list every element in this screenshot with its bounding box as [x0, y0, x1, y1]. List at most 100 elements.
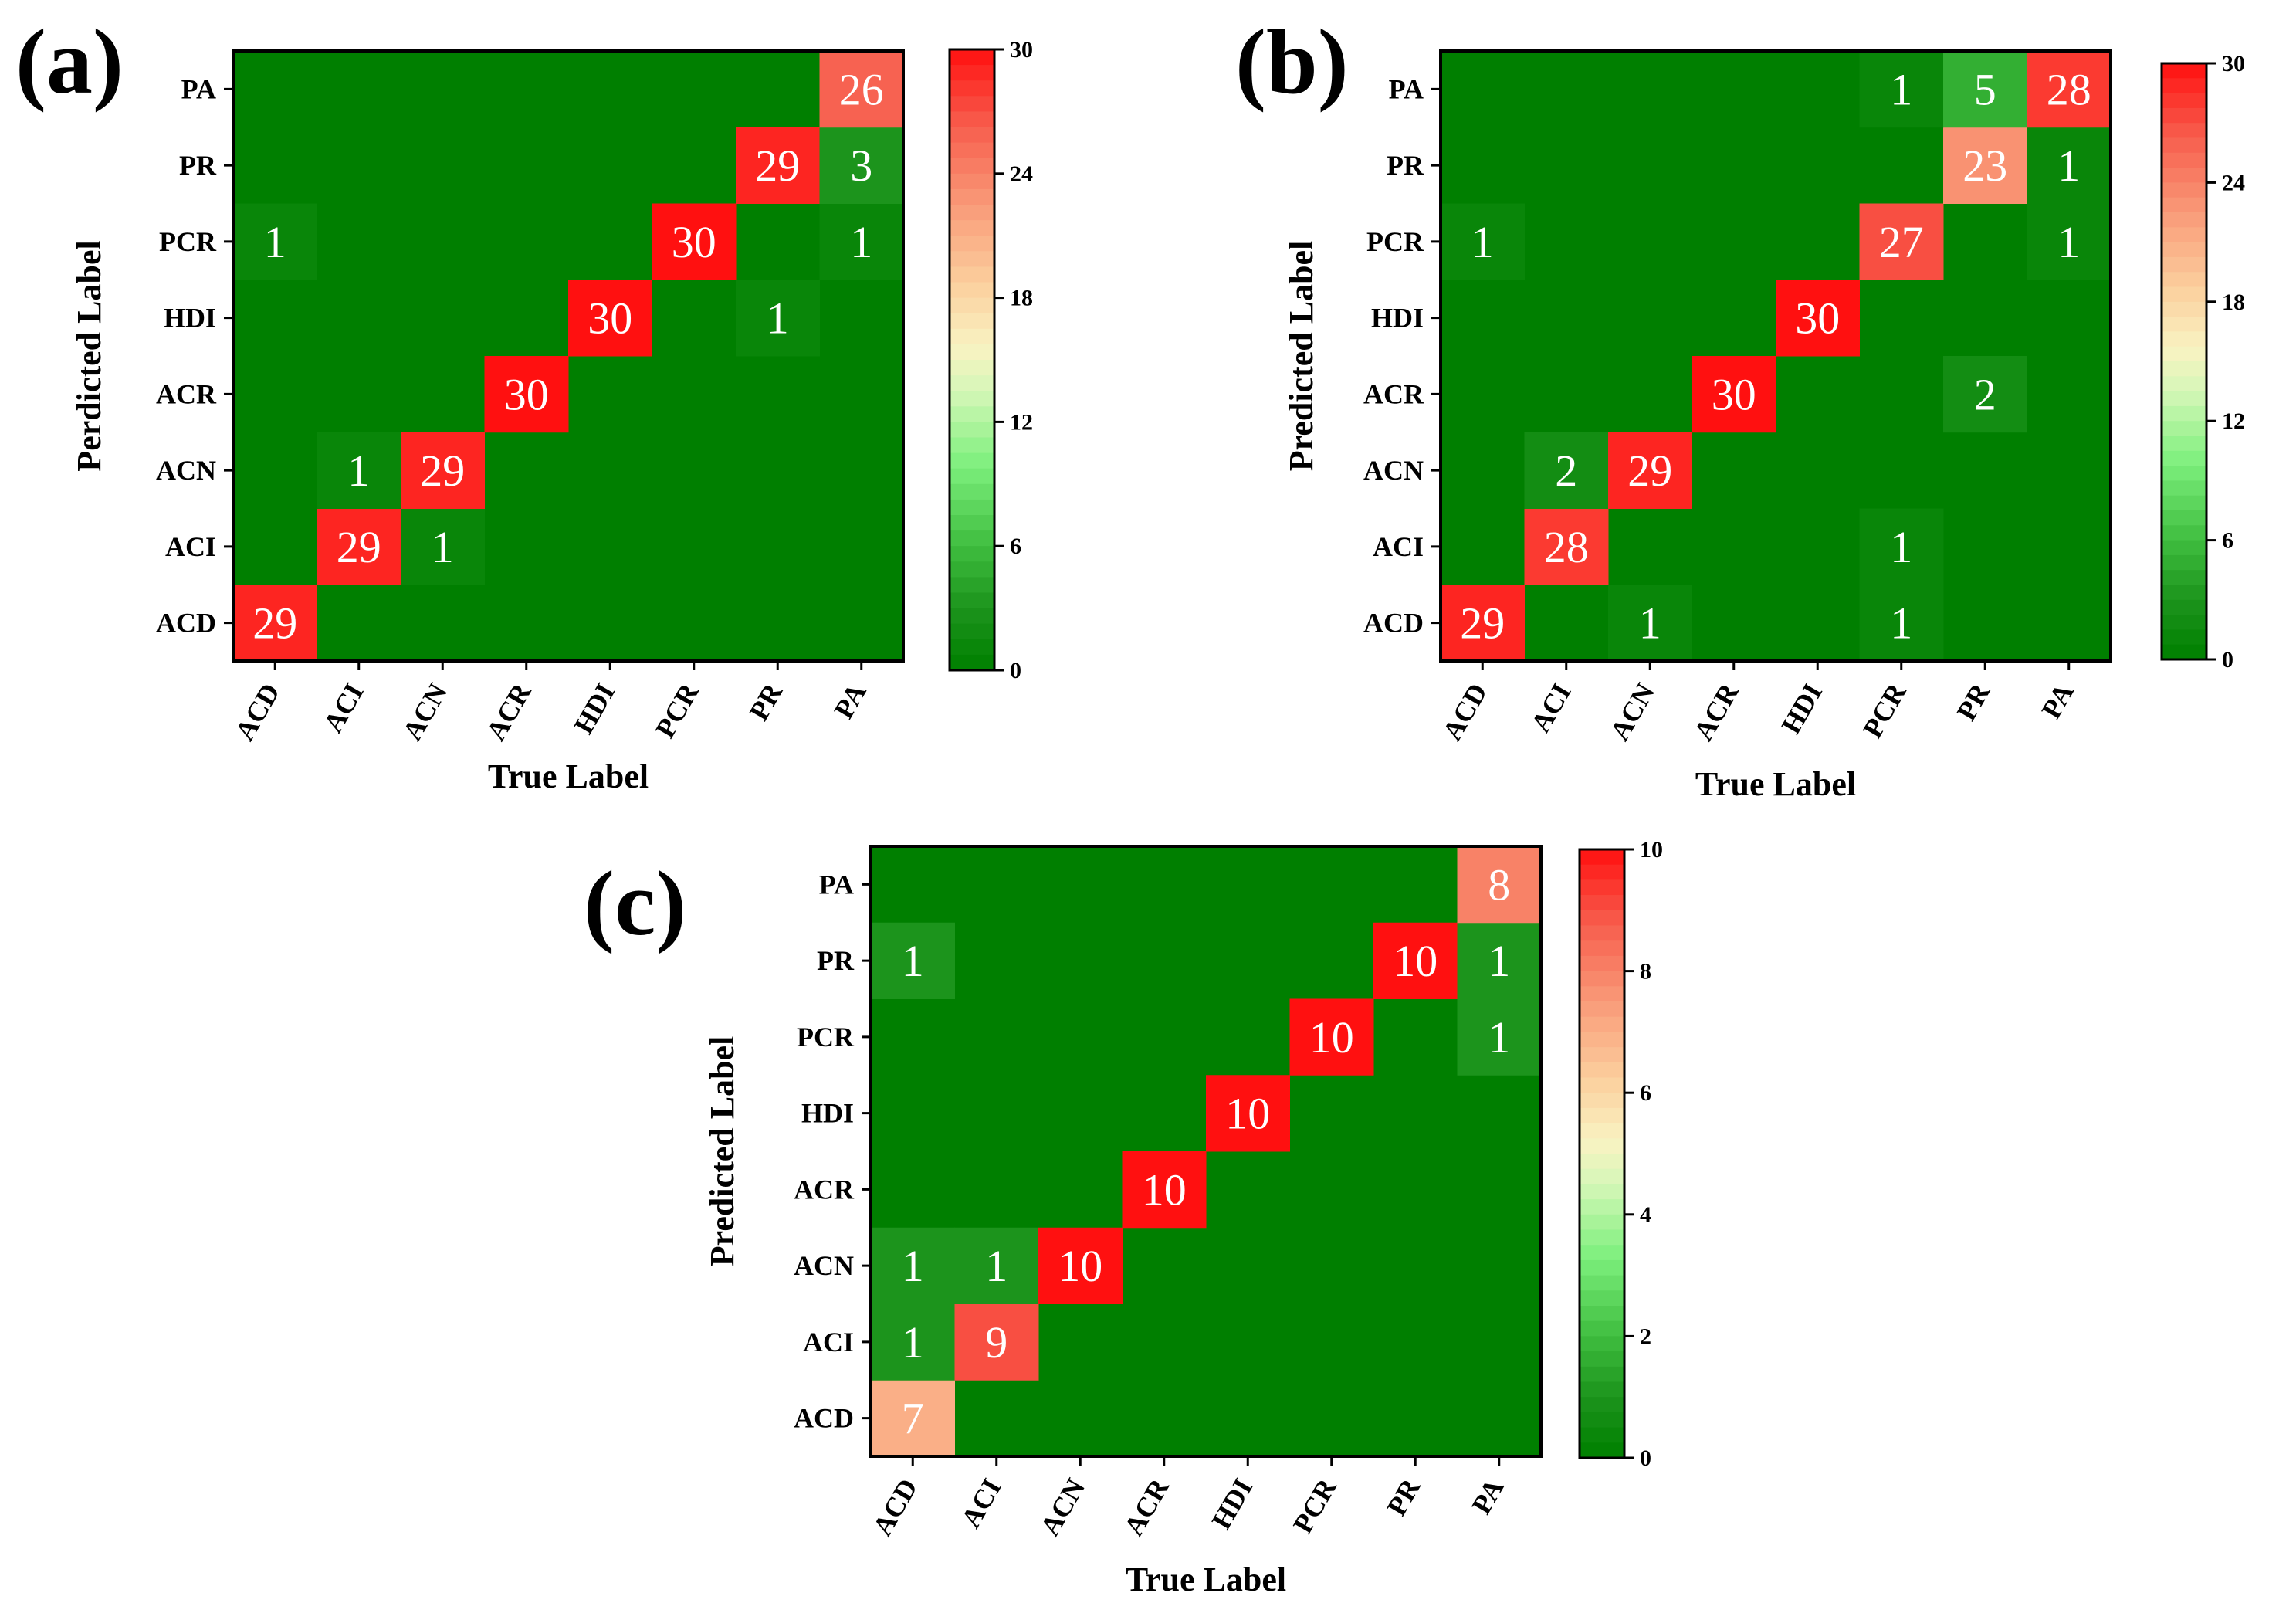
colorbar-segment: [1580, 1138, 1624, 1154]
heatmap-cell: [1859, 51, 1944, 128]
colorbar-segment: [1580, 1427, 1624, 1443]
colorbar-segment: [1580, 1093, 1624, 1109]
cell-value-label: 1: [850, 217, 872, 267]
y-tick-label: ACD: [156, 608, 216, 639]
colorbar-segment: [2162, 212, 2206, 228]
cell-value-label: 1: [264, 217, 286, 267]
colorbar-segment: [950, 499, 994, 516]
cell-value-label: 7: [902, 1394, 924, 1444]
heatmap-cell: [736, 127, 820, 204]
cell-value-label: 1: [767, 293, 789, 344]
cell-value-label: 9: [985, 1317, 1007, 1368]
colorbar-tick-label: 4: [1640, 1202, 1651, 1228]
y-tick-label: PR: [817, 945, 855, 976]
colorbar-frame: [2160, 62, 2208, 661]
colorbar-segment: [1580, 895, 1624, 911]
y-tick-label: ACD: [794, 1403, 854, 1434]
colorbar-tick-label: 12: [1010, 409, 1033, 435]
cell-value-label: 10: [1225, 1089, 1270, 1139]
colorbar-segment: [2162, 286, 2206, 303]
colorbar-segment: [1580, 1154, 1624, 1170]
colorbar-segment: [1580, 864, 1624, 880]
colorbar-tick-label: 0: [2222, 647, 2233, 673]
colorbar-segment: [950, 220, 994, 236]
cell-value-label: 10: [1393, 936, 1438, 986]
cell-value-label: 30: [504, 369, 549, 419]
colorbar-segment: [950, 236, 994, 252]
cell-value-label: 1: [1488, 936, 1510, 986]
colorbar-tick-label: 18: [2222, 290, 2245, 315]
heatmap-cell: [317, 432, 401, 509]
cell-value-label: 2: [1555, 446, 1577, 496]
colorbar-segment: [2162, 585, 2206, 601]
heatmap-cell: [317, 508, 401, 585]
colorbar-segment: [950, 592, 994, 609]
cell-value-label: 1: [985, 1241, 1007, 1291]
cell-value-label: 1: [902, 1241, 924, 1291]
y-tick-label: PA: [1389, 73, 1424, 104]
colorbar-tick-label: 2: [1640, 1323, 1651, 1349]
colorbar-tick-label: 30: [1010, 37, 1033, 63]
colorbar-segment: [2162, 525, 2206, 541]
y-tick-label: PR: [179, 150, 217, 181]
colorbar-segment: [950, 49, 994, 66]
heatmap-frame: [869, 845, 1543, 1458]
colorbar-segment: [950, 344, 994, 361]
colorbar-segment: [2162, 570, 2206, 586]
colorbar-segment: [950, 313, 994, 330]
colorbar-segment: [1580, 925, 1624, 941]
colorbar-segment: [2162, 227, 2206, 243]
heatmap-cell: [484, 356, 569, 433]
heatmap-cell: [954, 1227, 1039, 1304]
colorbar-segment: [950, 391, 994, 407]
colorbar-segment: [1580, 1047, 1624, 1063]
colorbar-segment: [1580, 1442, 1624, 1459]
colorbar-segment: [1580, 1412, 1624, 1429]
x-axis-title: True Label: [488, 757, 649, 795]
heatmap-cell: [233, 585, 317, 662]
y-tick-label: ACI: [803, 1327, 854, 1357]
heatmap-cell: [1859, 585, 1944, 662]
heatmap-cell: [568, 280, 652, 357]
cell-value-label: 5: [1974, 64, 1996, 114]
cell-value-label: 10: [1058, 1241, 1102, 1291]
colorbar-tick-label: 6: [1640, 1080, 1651, 1106]
colorbar-segment: [2162, 93, 2206, 109]
heatmap-cell: [1441, 203, 1525, 280]
cell-value-label: 30: [1712, 369, 1756, 419]
colorbar-segment: [2162, 599, 2206, 615]
panel-letter: (b): [1235, 10, 1349, 113]
cell-value-label: 8: [1488, 859, 1510, 910]
colorbar-segment: [950, 577, 994, 594]
colorbar-segment: [1580, 1245, 1624, 1261]
cell-value-label: 1: [1488, 1012, 1510, 1062]
colorbar-segment: [2162, 256, 2206, 273]
colorbar-tick-label: 6: [2222, 528, 2233, 554]
cell-value-label: 1: [2057, 141, 2080, 191]
colorbar-segment: [1580, 1381, 1624, 1398]
cell-value-label: 3: [850, 141, 872, 191]
heatmap-cell: [1457, 998, 1542, 1076]
heatmap-cell: [954, 1303, 1039, 1381]
colorbar-segment: [950, 406, 994, 422]
colorbar-segment: [1580, 940, 1624, 957]
colorbar-segment: [2162, 152, 2206, 168]
cell-value-label: 10: [1142, 1164, 1187, 1215]
colorbar-segment: [1580, 1336, 1624, 1352]
colorbar-segment: [2162, 63, 2206, 79]
cell-value-label: 29: [755, 141, 800, 191]
colorbar-segment: [950, 546, 994, 562]
colorbar-segment: [950, 468, 994, 485]
cell-value-label: 2: [1974, 369, 1996, 419]
heatmap-cell: [1943, 356, 2027, 433]
y-tick-label: PCR: [1366, 226, 1424, 257]
y-tick-label: ACN: [156, 455, 216, 486]
cell-value-label: 30: [672, 217, 716, 267]
heatmap-cell: [1943, 127, 2027, 204]
y-tick-label: HDI: [164, 303, 216, 334]
cell-value-label: 27: [1879, 217, 1924, 267]
colorbar-segment: [1580, 1032, 1624, 1048]
cell-value-label: 28: [2047, 64, 2091, 114]
y-tick-label: PA: [181, 73, 216, 104]
colorbar-segment: [1580, 1123, 1624, 1139]
